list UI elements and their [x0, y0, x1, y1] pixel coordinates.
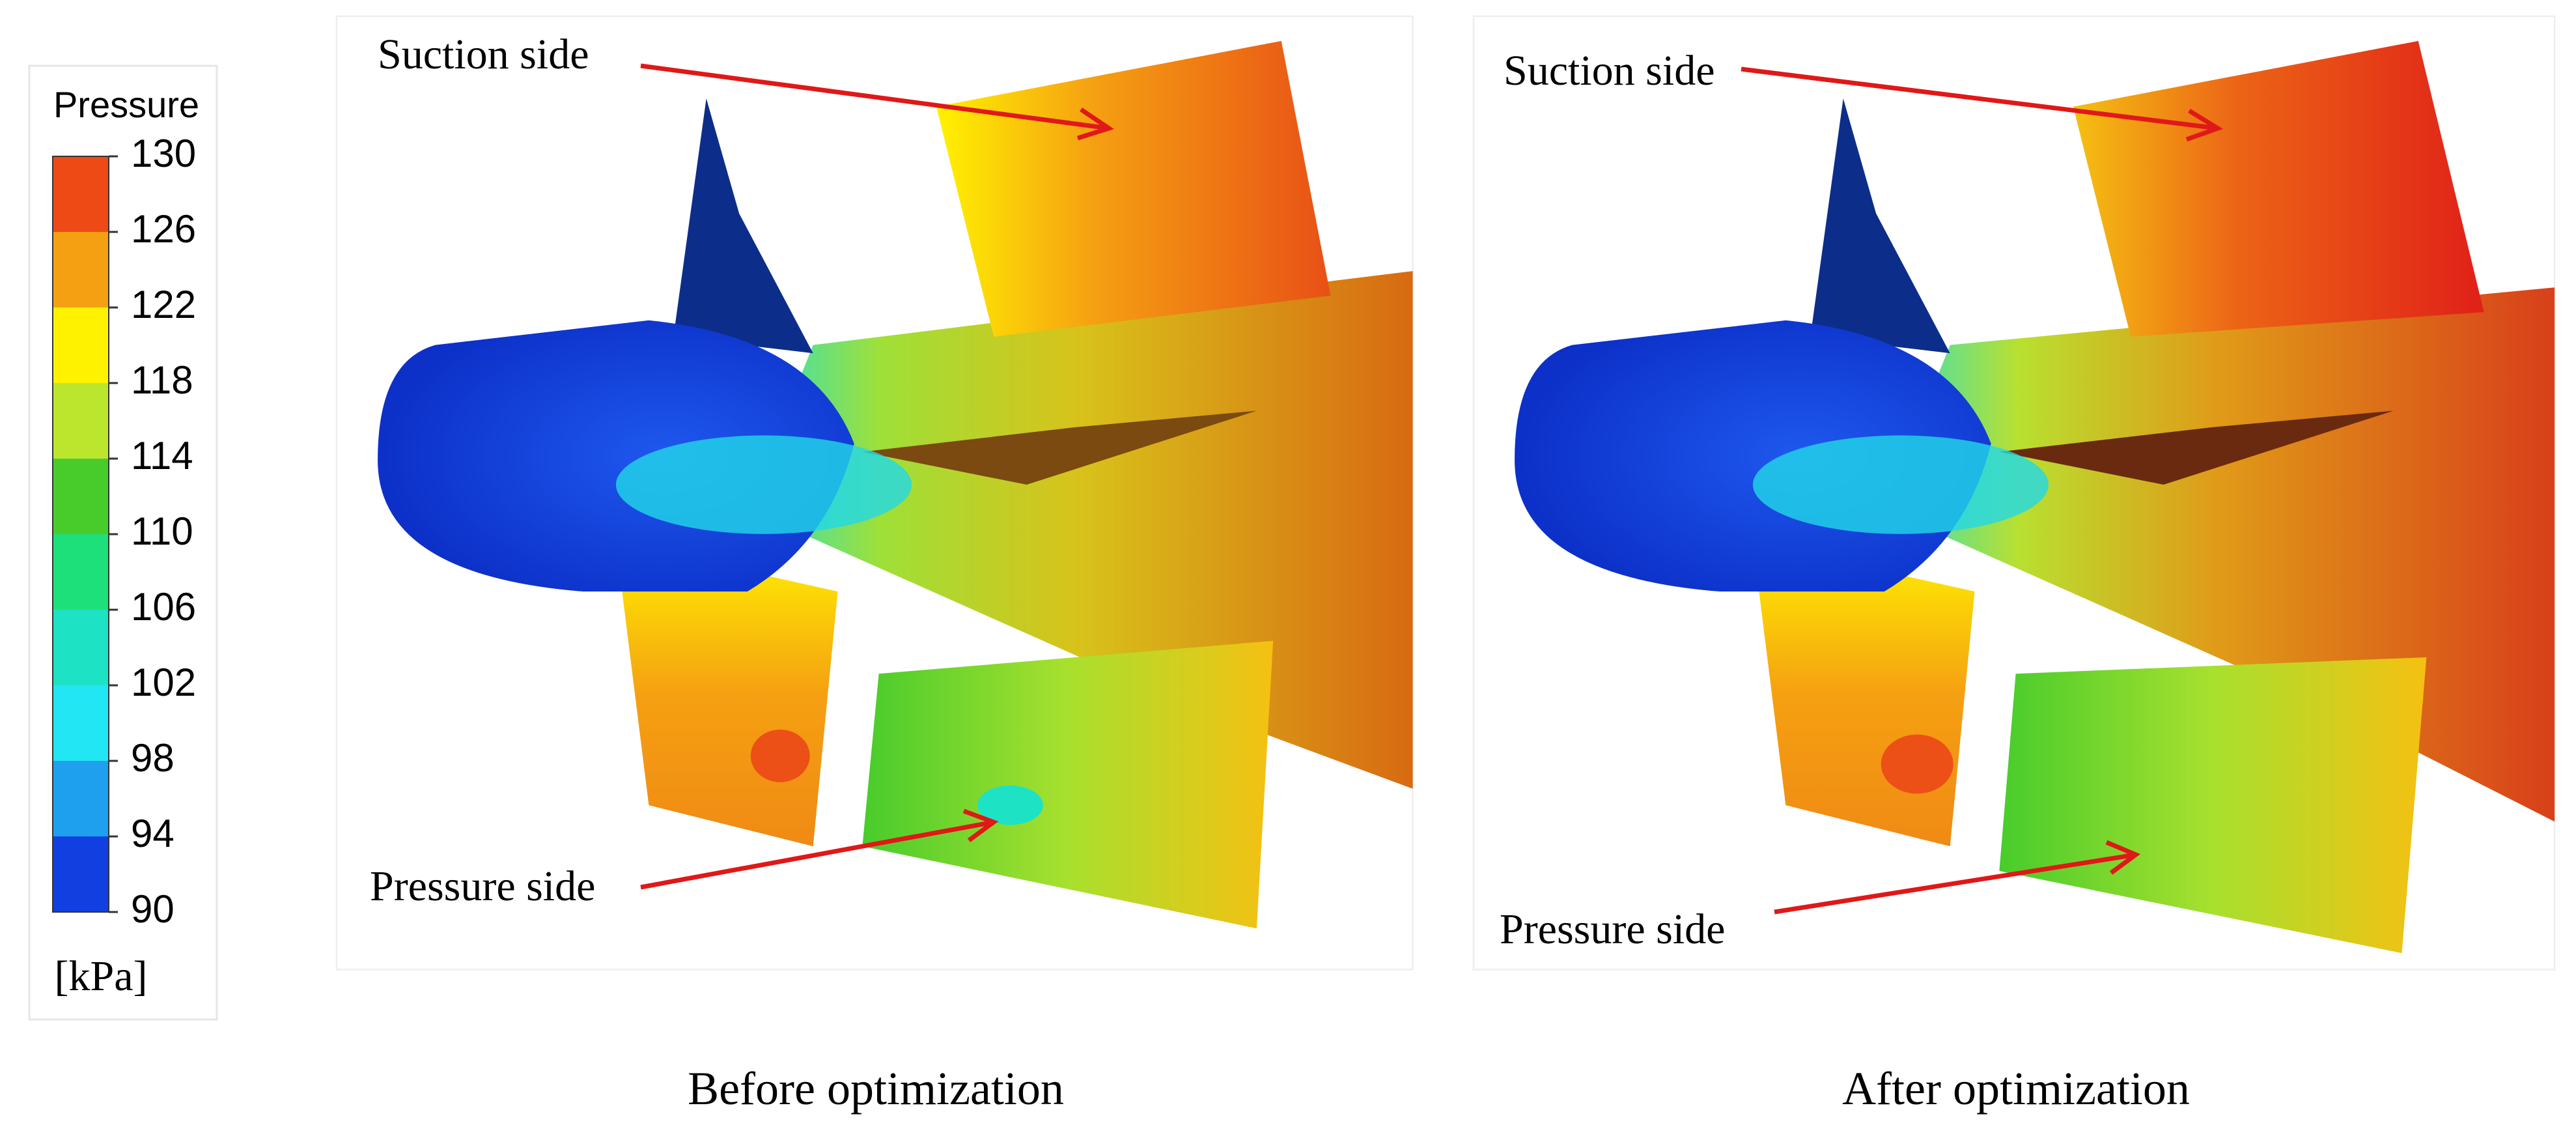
pressure-label: Pressure side: [1500, 905, 1725, 953]
panel: [335, 15, 1414, 971]
tick-label: 106: [131, 585, 196, 629]
pressure-label: Pressure side: [370, 862, 595, 910]
tick-label: 102: [131, 661, 196, 704]
color-band: [53, 610, 109, 685]
suction-label: Suction side: [378, 31, 589, 78]
color-band: [53, 761, 109, 836]
tick-label: 114: [131, 434, 193, 477]
tick-label: 90: [131, 887, 175, 931]
color-band: [53, 383, 109, 459]
tick-label: 98: [131, 736, 175, 780]
tick-label: 122: [131, 283, 196, 326]
panel: [1472, 15, 2556, 971]
color-band: [53, 836, 109, 912]
arrows: [640, 63, 2224, 915]
legend-unit: [kPa]: [55, 952, 148, 1000]
legend-title: Pressure: [53, 84, 199, 125]
color-band: [53, 534, 109, 610]
tick-label: 130: [131, 132, 196, 175]
tick-label: 110: [131, 509, 193, 553]
color-band: [53, 232, 109, 307]
suction-label: Suction side: [1504, 47, 1715, 94]
caption: Before optimization: [688, 1062, 1064, 1115]
color-band: [53, 459, 109, 534]
color-band: [53, 307, 109, 383]
tick-label: 118: [131, 358, 193, 402]
colorbar: 130 126 122 118 114 110 106 102 98 94 90: [52, 132, 196, 931]
caption: After optimization: [1842, 1062, 2190, 1115]
color-band: [53, 156, 109, 232]
tick-label: 94: [131, 812, 175, 855]
color-band: [53, 685, 109, 761]
tick-label: 126: [131, 207, 196, 251]
